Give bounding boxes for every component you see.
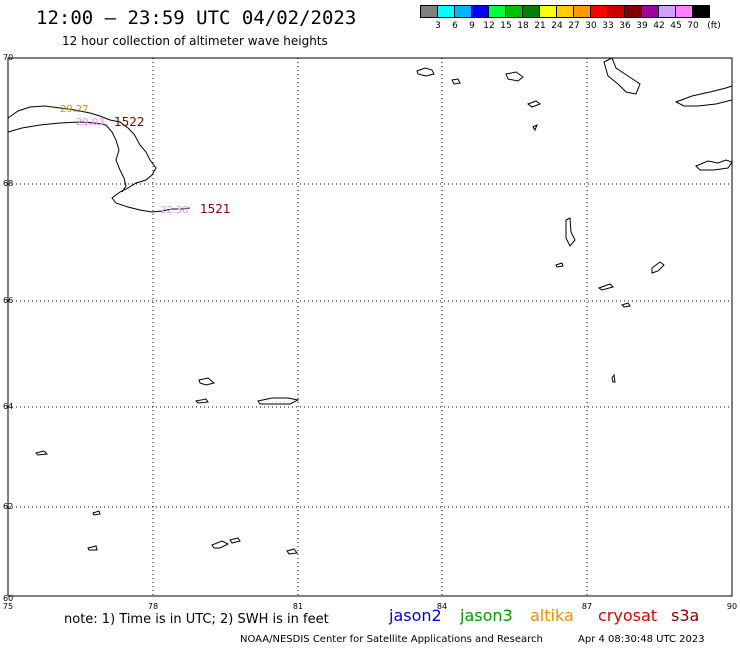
- generated-timestamp: Apr 4 08:30:48 UTC 2023: [578, 634, 705, 645]
- island-t: [87, 545, 98, 551]
- sat-altika: altika: [530, 606, 574, 625]
- colorbar-label: 15: [500, 21, 512, 31]
- colorbar-label: 33: [602, 21, 614, 31]
- colorbar-label: 6: [452, 21, 458, 31]
- island-u: [211, 540, 230, 549]
- lat-label-70: 70: [3, 53, 13, 62]
- lon-label-78: 78: [148, 602, 158, 611]
- island-i: [565, 217, 576, 247]
- island-l: [597, 283, 614, 291]
- swh-label-22-38: 22.38: [160, 205, 189, 216]
- island-s: [92, 510, 101, 516]
- swh-label-29-03: 29.03: [76, 117, 105, 128]
- wave-height-colorbar: [420, 5, 710, 18]
- colorbar-label: 45: [670, 21, 682, 31]
- colorbar-label: 30: [585, 21, 597, 31]
- island-f: [603, 57, 641, 95]
- island-c: [505, 71, 524, 82]
- island-v: [229, 537, 241, 544]
- sat-jason3: jason3: [460, 606, 513, 625]
- lat-gridlines: [8, 183, 732, 508]
- colorbar-label: 21: [534, 21, 546, 31]
- lon-gridlines: [152, 58, 588, 596]
- colorbar-labels: 3 6 9 12 15 18 21 24 27 30 33 36 39 42 45 70 (ft): [421, 21, 740, 35]
- island-e: [532, 123, 538, 132]
- lat-label-68: 68: [3, 179, 13, 188]
- island-q: [257, 397, 300, 405]
- lat-label-64: 64: [3, 402, 13, 411]
- colorbar-swatch: [692, 5, 710, 18]
- colorbar-label: 18: [517, 21, 529, 31]
- colorbar-label: 9: [469, 21, 475, 31]
- colorbar-label: 12: [483, 21, 495, 31]
- colorbar-label: 3: [435, 21, 441, 31]
- lat-label-66: 66: [3, 296, 13, 305]
- track-label-1521: 1521: [200, 202, 231, 216]
- sat-s3a: s3a: [671, 606, 700, 625]
- lat-label-60: 60: [3, 594, 13, 603]
- sat-jason2: jason2: [389, 606, 442, 625]
- colorbar-label: (ft): [707, 21, 721, 31]
- footer-note: note: 1) Time is in UTC; 2) SWH is in fe…: [64, 612, 329, 627]
- island-a: [416, 67, 435, 77]
- island-w: [286, 548, 298, 555]
- coastlines: [7, 57, 733, 555]
- island-j: [555, 262, 564, 268]
- lon-label-87: 87: [582, 602, 592, 611]
- credit-line: NOAA/NESDIS Center for Satellite Applica…: [240, 634, 543, 645]
- island-n: [611, 373, 616, 383]
- island-r: [35, 450, 49, 456]
- lon-label-75: 75: [3, 602, 13, 611]
- swh-label-29-27: 29.27: [60, 104, 89, 115]
- colorbar-label: 39: [636, 21, 648, 31]
- colorbar-label: 36: [619, 21, 631, 31]
- island-p: [194, 398, 209, 404]
- island-d: [526, 100, 542, 108]
- track-label-1522: 1522: [114, 115, 145, 129]
- coastline-peninsula: [7, 121, 127, 193]
- map-frame: [7, 57, 733, 597]
- page-title: 12:00 – 23:59 UTC 04/02/2023: [36, 7, 357, 29]
- colorbar-label: 70: [687, 21, 699, 31]
- island-h: [695, 159, 733, 171]
- lon-label-90: 90: [727, 602, 737, 611]
- colorbar-label: 42: [653, 21, 665, 31]
- island-b: [451, 78, 461, 85]
- page-subtitle: 12 hour collection of altimeter wave hei…: [62, 34, 328, 48]
- lon-label-84: 84: [437, 602, 447, 611]
- colorbar-label: 27: [568, 21, 580, 31]
- island-g: [674, 85, 733, 107]
- lat-label-62: 62: [3, 502, 13, 511]
- island-k: [651, 261, 665, 274]
- lon-label-81: 81: [293, 602, 303, 611]
- colorbar-label: 24: [551, 21, 563, 31]
- island-m: [621, 302, 631, 308]
- sat-cryosat: cryosat: [598, 606, 658, 625]
- island-o: [198, 377, 216, 386]
- coastline-mainland: [7, 105, 191, 213]
